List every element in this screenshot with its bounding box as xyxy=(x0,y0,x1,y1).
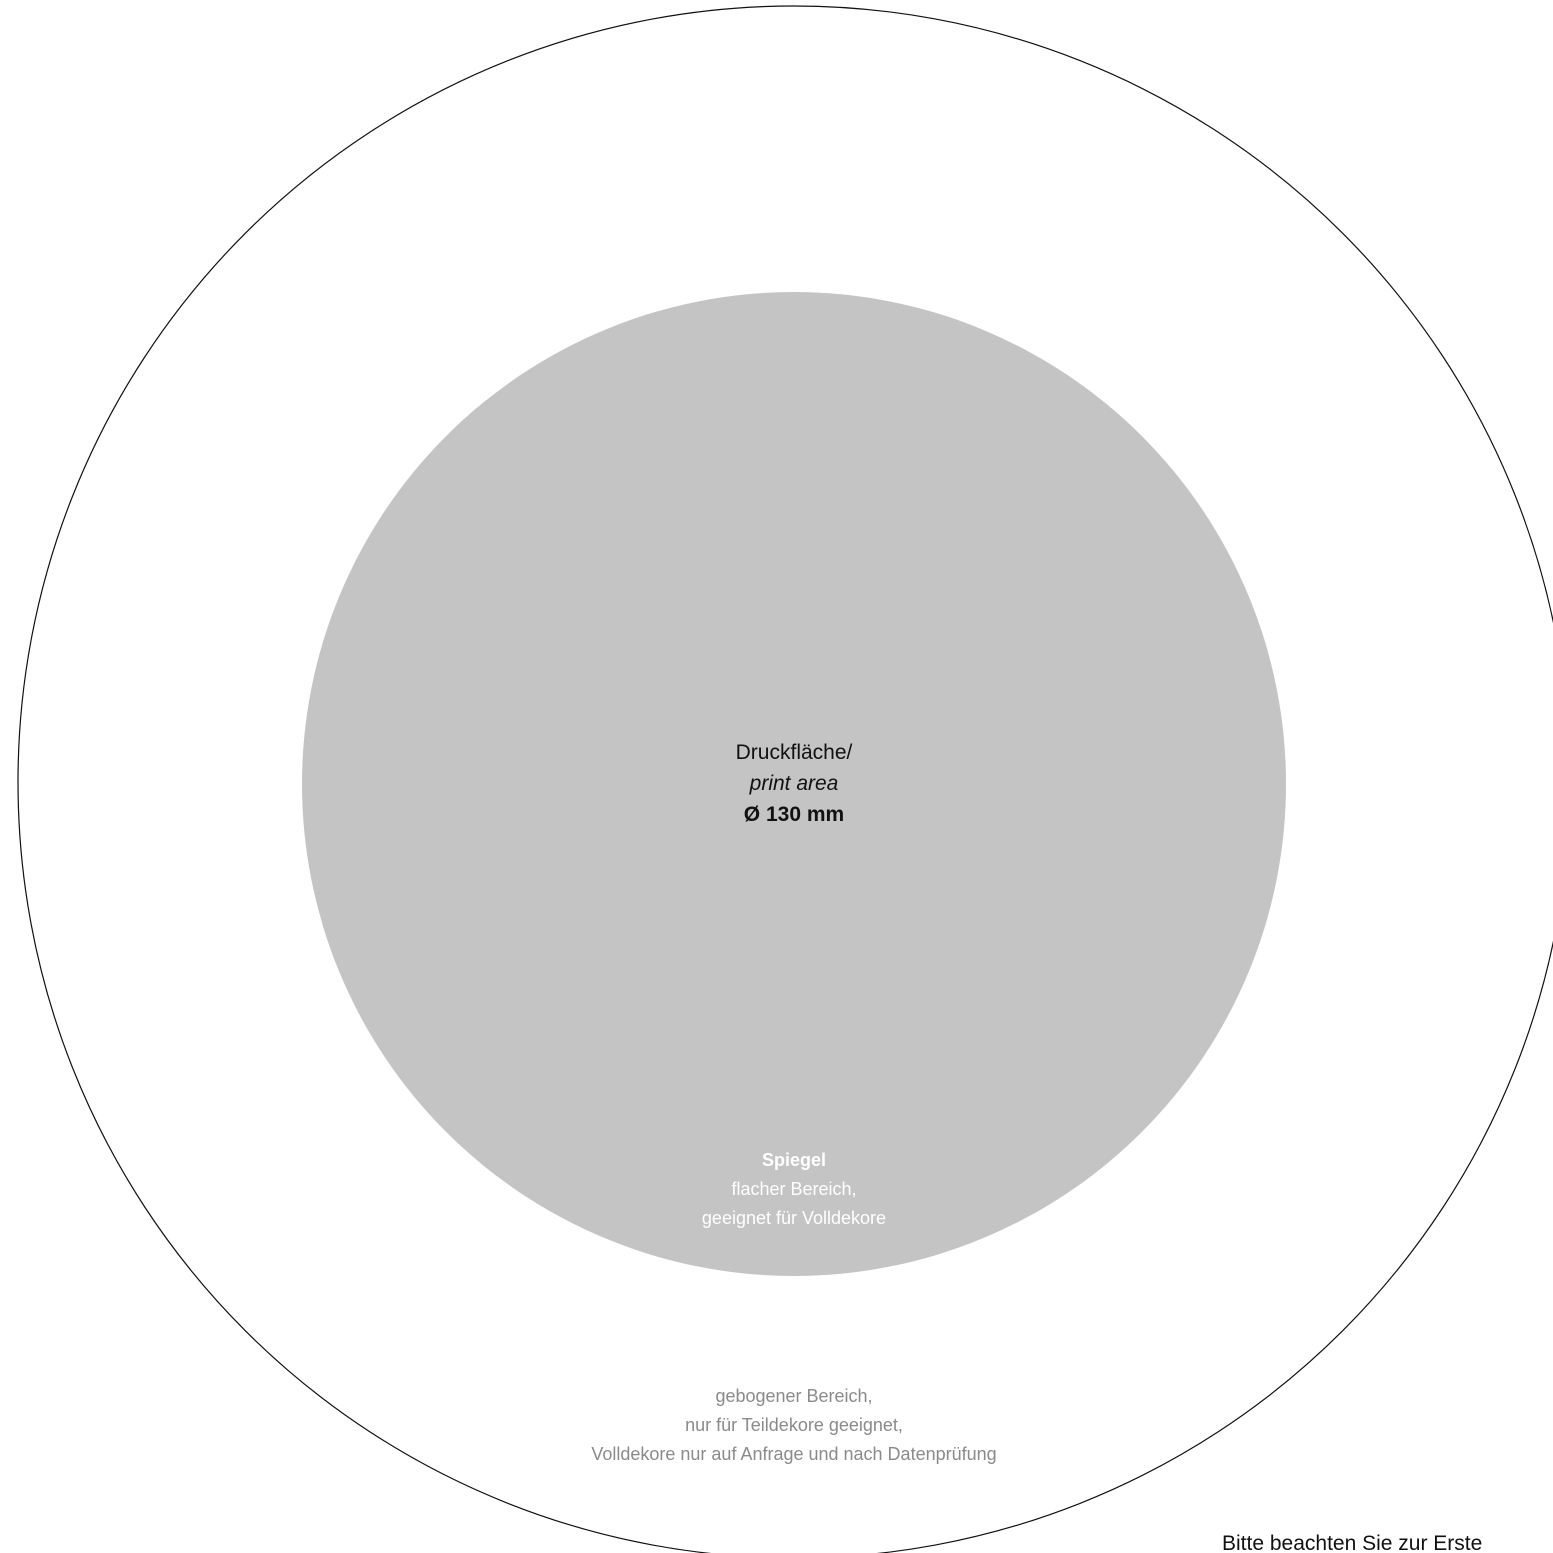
rim-description-line3: Volldekore nur auf Anfrage und nach Date… xyxy=(591,1444,997,1464)
mirror-description-line2: geeignet für Volldekore xyxy=(701,1208,887,1228)
rim-description-line2: nur für Teildekore geeignet, xyxy=(685,1415,903,1435)
print-area-label-de: Druckfläche/ xyxy=(735,741,853,764)
mirror-zone-label: Spiegel flacher Bereich, geeignet für Vo… xyxy=(544,1146,1044,1233)
print-area-diameter: Ø 130 mm xyxy=(743,803,845,826)
mirror-title: Spiegel xyxy=(761,1150,827,1170)
print-area-circle xyxy=(302,292,1286,1276)
footer-note: Bitte beachten Sie zur Erste xyxy=(1222,1532,1483,1553)
rim-description-line1: gebogener Bereich, xyxy=(715,1386,873,1406)
print-area-label-en: print area xyxy=(749,772,839,795)
mirror-description-line1: flacher Bereich, xyxy=(731,1179,857,1199)
print-area-label: Druckfläche/ print area Ø 130 mm xyxy=(594,737,994,830)
rim-zone-label: gebogener Bereich, nur für Teildekore ge… xyxy=(444,1382,1144,1469)
plate-outer-outline xyxy=(17,5,1553,1553)
